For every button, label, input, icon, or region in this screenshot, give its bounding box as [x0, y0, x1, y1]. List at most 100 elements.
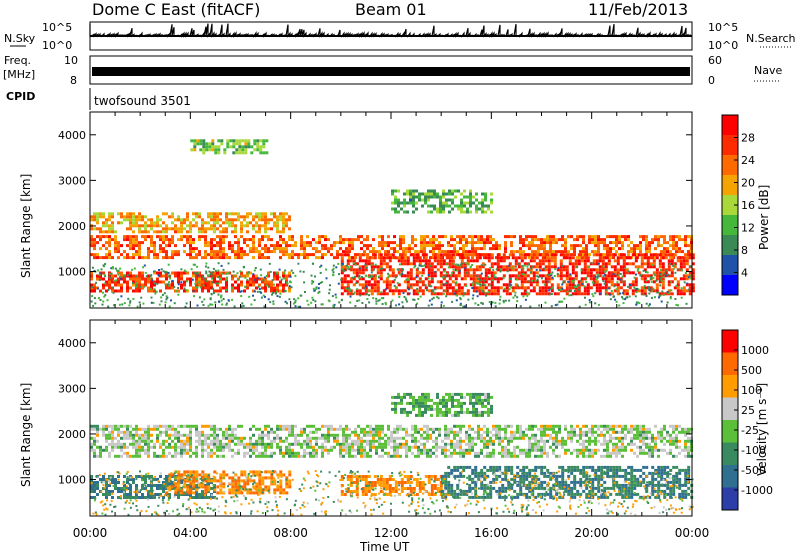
velocity-cell-0: [183, 442, 186, 446]
power-cell-1: [225, 227, 228, 231]
power-cell-2: [147, 286, 150, 290]
power-speckle: [506, 270, 509, 273]
power-cell-1: [156, 218, 159, 222]
power-cell-0: [450, 238, 453, 242]
velocity-cell-0: [108, 442, 111, 446]
power-cell-5: [493, 277, 497, 281]
power-cell-0: [645, 238, 648, 242]
power-speckle: [475, 290, 478, 293]
power-cell-1: [282, 218, 285, 222]
velocity-cell-0: [495, 436, 498, 440]
power-cell-5: [556, 268, 560, 272]
power-cell-0: [660, 235, 663, 239]
power-cell-5: [622, 283, 626, 287]
power-cell-0: [96, 241, 99, 245]
power-speckle: [209, 272, 212, 275]
power-speckle: [647, 287, 650, 290]
power-cell-0: [114, 241, 117, 245]
power-cell-0: [678, 235, 681, 239]
velocity-cell-0: [507, 448, 510, 452]
power-cell-5: [526, 253, 530, 257]
velocity-cell-0: [420, 436, 423, 440]
power-speckle: [510, 284, 513, 287]
power-cell-3: [208, 145, 212, 149]
power-speckle: [380, 291, 383, 294]
power-cell-0: [180, 238, 183, 242]
power-cell-0: [489, 238, 492, 242]
velocity-cell-0: [162, 430, 165, 434]
power-cell-5: [433, 256, 437, 260]
power-cell-0: [504, 244, 507, 248]
power-speckle: [594, 302, 597, 305]
power-cell-0: [687, 253, 690, 257]
power-speckle: [424, 264, 427, 267]
power-cell-0: [138, 241, 141, 245]
power-cell-5: [682, 259, 686, 263]
velocity-cell-0: [630, 436, 633, 440]
power-cell-5: [580, 259, 584, 263]
power-cell-0: [540, 238, 543, 242]
power-cell-0: [531, 250, 534, 254]
velocity-cell-0: [534, 442, 537, 446]
power-cell-5: [514, 256, 518, 260]
power-cell-5: [376, 283, 380, 287]
power-speckle: [286, 282, 289, 285]
power-speckle: [471, 287, 474, 289]
velocity-cell-0: [465, 448, 468, 452]
velocity-cell-0: [582, 439, 585, 443]
power-cell-0: [609, 247, 612, 251]
velocity-cell-0: [435, 427, 438, 431]
power-cell-5: [568, 283, 572, 287]
power-cell-0: [345, 238, 348, 242]
power-cell-5: [676, 256, 680, 260]
velocity-cell-0: [255, 442, 258, 446]
power-speckle: [184, 305, 187, 308]
power-cell-5: [388, 286, 392, 290]
power-cell-3: [241, 139, 245, 143]
velocity-cell-0: [501, 451, 504, 455]
velocity-cell-0: [102, 448, 105, 452]
power-cell-5: [367, 280, 371, 284]
power-cell-1: [207, 227, 210, 231]
velocity-cell-0: [264, 433, 267, 437]
velocity-cell-0: [513, 433, 516, 437]
power-cell-0: [210, 241, 213, 245]
power-cell-5: [628, 256, 632, 260]
velocity-cell-0: [123, 430, 126, 434]
power-cell-4: [442, 204, 445, 208]
velocity-cell-0: [429, 436, 432, 440]
power-cell-0: [384, 241, 387, 245]
power-speckle: [610, 290, 613, 292]
velocity-cell-0: [366, 442, 369, 446]
power-cell-4: [409, 198, 412, 202]
power-cell-0: [528, 235, 531, 239]
velocity-cell-0: [294, 454, 297, 458]
velocity-cell-0: [324, 448, 327, 452]
power-cell-1: [93, 218, 96, 222]
velocity-cell-0: [510, 436, 513, 440]
velocity-cell-0: [231, 448, 234, 452]
power-speckle: [405, 298, 408, 301]
velocity-cell-0: [321, 454, 324, 458]
power-cell-0: [675, 250, 678, 254]
power-cell-5: [676, 268, 680, 272]
power-cell-0: [519, 250, 522, 254]
velocity-cell-0: [108, 451, 111, 455]
power-speckle: [591, 293, 594, 296]
velocity-cell-0: [123, 433, 126, 437]
power-cell-0: [450, 256, 453, 260]
power-cell-5: [430, 271, 434, 275]
velocity-cell-0: [276, 442, 279, 446]
power-cell-5: [604, 256, 608, 260]
power-cell-1: [282, 212, 285, 216]
power-cell-0: [663, 247, 666, 251]
power-cell-5: [592, 280, 596, 284]
power-cell-5: [373, 280, 377, 284]
velocity-cell-0: [498, 424, 501, 428]
power-cell-0: [555, 238, 558, 242]
power-cell-5: [619, 253, 623, 257]
velocity-cell-0: [378, 430, 381, 434]
velocity-cell-0: [267, 424, 270, 428]
power-speckle: [481, 302, 484, 305]
power-cell-5: [589, 274, 593, 278]
